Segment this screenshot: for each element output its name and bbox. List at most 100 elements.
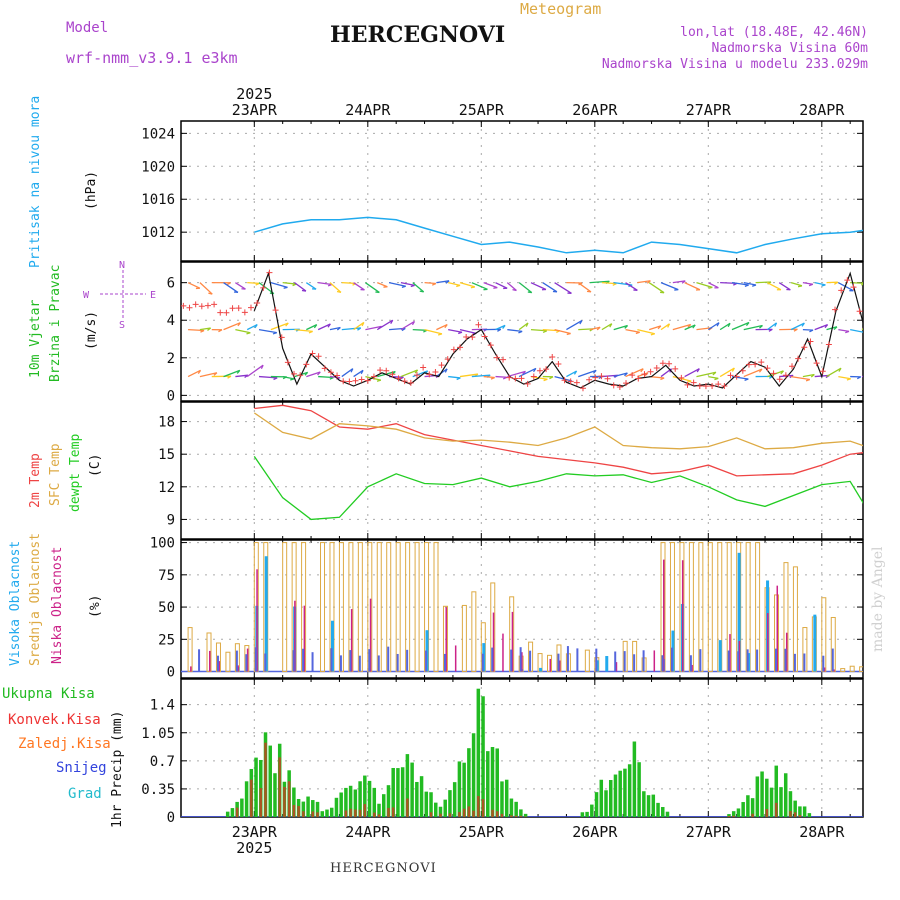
wind-arrowhead	[360, 369, 364, 375]
total-precip-bar	[410, 762, 414, 817]
wind-gust-marker	[530, 373, 537, 380]
total-precip-bar	[476, 688, 481, 817]
wind-direction-arrow	[850, 328, 863, 333]
wind-direction-arrow	[376, 319, 394, 331]
wind-direction-arrow	[530, 282, 547, 291]
total-precip-bar	[363, 775, 367, 817]
temperature-plot	[253, 404, 863, 521]
wind-gust-marker	[844, 277, 851, 284]
total-precip-bar	[315, 801, 320, 817]
wind-arrowhead	[431, 282, 437, 286]
low-cloud-base-bar	[216, 655, 219, 672]
conv-precip-bar	[302, 811, 305, 817]
wind-direction-arrow	[424, 282, 436, 285]
wind-direction-arrow	[258, 375, 278, 379]
wind-gust-marker	[789, 363, 796, 370]
wind-direction-arrow	[601, 282, 617, 285]
low-cloud-base-bar	[235, 650, 238, 672]
wind-direction-arrow	[436, 323, 448, 331]
temperature-ytick-label: 9	[167, 512, 175, 528]
total-precip-bar	[457, 761, 462, 817]
wind-gust-marker	[875, 333, 881, 339]
conv-precip-bar	[377, 814, 381, 817]
low-cloud-base-bar	[746, 649, 749, 672]
conv-precip-bar	[732, 815, 735, 817]
wind-gust-marker	[567, 378, 574, 385]
wind-arrowhead	[329, 376, 334, 380]
wind-direction-arrow	[719, 367, 735, 378]
wind-direction-arrow	[566, 319, 583, 331]
wind-direction-arrow	[886, 283, 900, 284]
mid-cloud-bar	[528, 641, 534, 673]
wind-direction-arrow	[317, 323, 331, 331]
conv-precip-bar	[429, 812, 433, 817]
mid-cloud-bar	[376, 542, 382, 673]
wind-gust-marker	[389, 371, 396, 378]
mid-cloud-bar	[584, 649, 590, 673]
wind-arrowhead	[893, 326, 896, 329]
wind-direction-arrow	[814, 324, 828, 331]
wind-arrowhead	[336, 326, 341, 331]
wind-arrowhead	[890, 286, 894, 287]
wind-arrowhead	[758, 368, 763, 373]
high-cloud-bar	[605, 656, 609, 672]
watermark: made by Angel	[870, 546, 886, 653]
wind-arrowhead	[821, 284, 826, 287]
conv-precip-bar	[462, 808, 466, 817]
wind-arrowhead	[525, 322, 529, 327]
clouds-frame	[180, 539, 864, 679]
conv-precip-bar	[495, 811, 499, 817]
wind-arrowhead	[759, 325, 763, 329]
wind-arrowhead	[687, 380, 692, 383]
wind-direction-arrow	[861, 375, 863, 378]
wind-gust-marker	[266, 269, 273, 276]
wind-direction-arrow	[684, 368, 700, 378]
total-precip-bar	[783, 773, 788, 817]
wind-arrowhead	[809, 329, 814, 333]
wind-arrowhead	[696, 368, 700, 373]
wind-direction-arrow	[637, 280, 651, 284]
wind-gust-marker	[629, 372, 636, 379]
wind-arrowhead	[624, 325, 629, 329]
low-cloud-bar	[653, 650, 656, 672]
wind-gust-marker	[512, 375, 519, 382]
wind-gust-marker	[727, 372, 734, 379]
mid-cloud-bar	[461, 604, 467, 673]
low-cloud-base-bar	[292, 650, 295, 672]
wind-gust-marker	[420, 364, 427, 371]
total-precip-bar	[646, 795, 651, 817]
total-precip-bar	[632, 741, 637, 817]
legend-conv-precip: Konvek.Kisa	[8, 712, 101, 728]
wind-arrowhead	[414, 369, 419, 374]
wind-arrowhead	[640, 368, 644, 373]
total-precip-bar	[301, 801, 306, 817]
wind-gust-marker	[303, 361, 310, 368]
wind-arrowhead	[246, 332, 251, 335]
wind-direction-arrow	[530, 328, 547, 332]
low-cloud-base-bar	[245, 654, 248, 672]
total-precip-bar	[523, 813, 528, 817]
wind-direction-arrow	[625, 368, 644, 378]
wind-gust-marker	[493, 354, 500, 361]
wind-direction-arrow	[518, 322, 529, 331]
wind-gust-marker	[684, 381, 691, 388]
low-cloud-base-bar	[358, 655, 361, 672]
low-cloud-base-bar	[689, 655, 692, 672]
wind-ytick-label: 6	[167, 276, 175, 292]
wind-gust-marker	[340, 378, 347, 385]
wind-gust-marker	[678, 374, 685, 381]
low-cloud-bar	[767, 613, 769, 672]
wind-arrowhead	[727, 322, 731, 328]
wind-arrowhead	[650, 333, 655, 336]
wind-arrowhead	[502, 376, 508, 380]
wind-direction-arrow	[223, 369, 241, 378]
high-cloud-bar	[813, 614, 817, 672]
conv-precip-bar	[439, 813, 442, 817]
wind-direction-arrow	[459, 328, 477, 334]
wind-arrowhead	[207, 327, 212, 331]
mid-cloud-bar	[395, 542, 401, 673]
wind-arrowhead	[774, 322, 778, 327]
wind-arrowhead	[336, 290, 342, 294]
wind-gust-marker	[192, 301, 199, 308]
wind-gust-marker	[739, 367, 746, 374]
